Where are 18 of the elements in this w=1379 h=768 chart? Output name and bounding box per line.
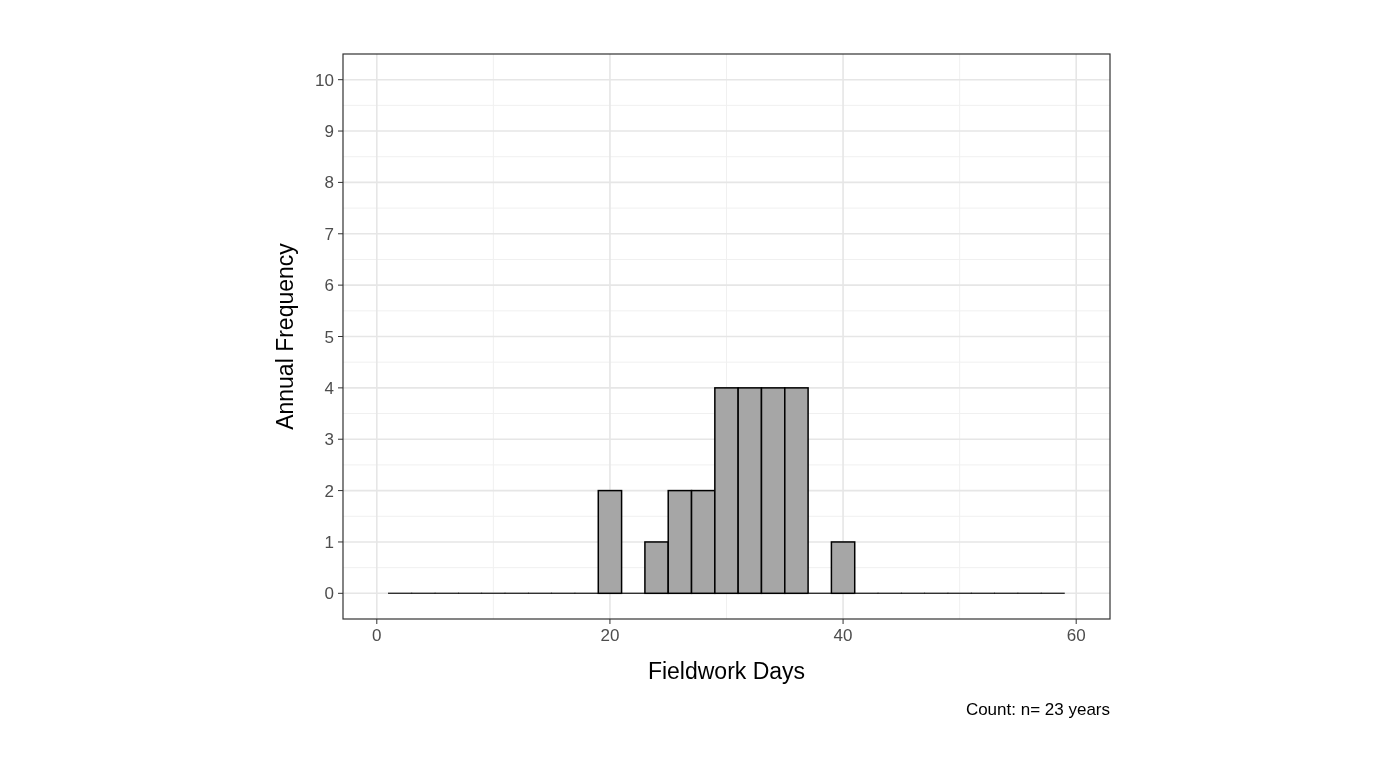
y-tick-label: 1: [324, 532, 334, 552]
y-axis-title: Annual Frequency: [272, 242, 298, 430]
x-tick-label: 60: [1066, 626, 1086, 645]
y-tick-label: 0: [324, 584, 334, 604]
y-tick-label: 7: [324, 224, 334, 244]
y-tick-label: 6: [324, 276, 334, 296]
y-tick-label: 3: [324, 430, 334, 450]
x-tick-label: 40: [833, 626, 853, 645]
y-tick-label: 2: [324, 481, 334, 501]
text: Count: n= 23 years: [965, 700, 1110, 719]
y-tick-label: 4: [324, 378, 334, 398]
y-tick-label: 8: [324, 173, 334, 193]
y-tick-label: 10: [315, 70, 334, 90]
x-axis-title: Fieldwork Days: [647, 658, 806, 684]
x-tick-label: 20: [600, 626, 620, 645]
x-tick-label: 0: [372, 626, 382, 645]
y-tick-label: 5: [324, 327, 334, 347]
y-tick-label: 9: [324, 122, 334, 142]
